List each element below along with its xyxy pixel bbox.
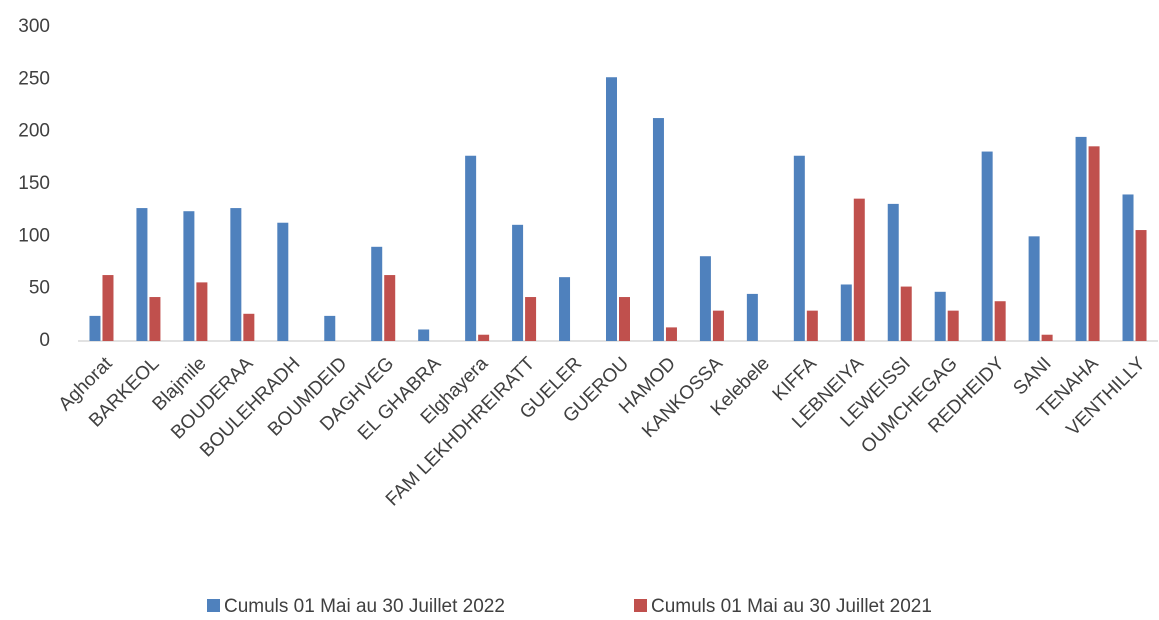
legend-label: Cumuls 01 Mai au 30 Juillet 2021 <box>651 596 932 617</box>
bar <box>712 310 724 341</box>
y-tick-label: 300 <box>18 16 50 37</box>
legend-swatch <box>207 599 220 612</box>
bar <box>384 275 396 341</box>
bar <box>1088 146 1100 341</box>
y-tick-label: 100 <box>18 225 50 246</box>
bar <box>196 282 208 341</box>
bar <box>699 256 711 341</box>
bar <box>89 315 101 341</box>
bar <box>243 313 255 341</box>
bar <box>525 297 537 341</box>
bar <box>947 310 959 341</box>
bar <box>418 329 430 341</box>
bar <box>619 297 630 341</box>
bar <box>1122 194 1134 341</box>
bar <box>277 222 289 341</box>
bar <box>746 293 758 341</box>
bar <box>324 315 336 341</box>
y-tick-label: 150 <box>18 173 50 194</box>
y-tick-label: 0 <box>39 330 50 351</box>
bar <box>465 155 477 341</box>
bar <box>887 203 899 341</box>
bar <box>1028 236 1040 341</box>
y-tick-label: 50 <box>29 278 50 299</box>
bar <box>606 77 617 342</box>
bar <box>1041 334 1053 341</box>
bar <box>934 291 946 341</box>
bar <box>981 151 993 341</box>
bar <box>994 301 1006 341</box>
bar <box>853 198 865 341</box>
bar <box>806 310 818 341</box>
bar <box>230 208 242 341</box>
bar <box>1075 136 1087 341</box>
bar <box>652 118 664 341</box>
bar <box>371 246 383 341</box>
bar <box>136 208 148 341</box>
bar <box>102 275 114 341</box>
bar <box>149 297 161 341</box>
bar <box>900 286 912 341</box>
bar <box>793 155 805 341</box>
legend-swatch <box>634 599 647 612</box>
bar <box>559 277 571 341</box>
bar <box>1135 230 1147 341</box>
legend-label: Cumuls 01 Mai au 30 Juillet 2022 <box>224 596 505 617</box>
bar <box>512 224 524 341</box>
y-tick-label: 200 <box>18 121 50 142</box>
bar <box>840 284 852 341</box>
bar <box>665 327 677 341</box>
y-tick-label: 250 <box>18 68 50 89</box>
bar <box>183 211 195 341</box>
bar <box>478 334 490 341</box>
